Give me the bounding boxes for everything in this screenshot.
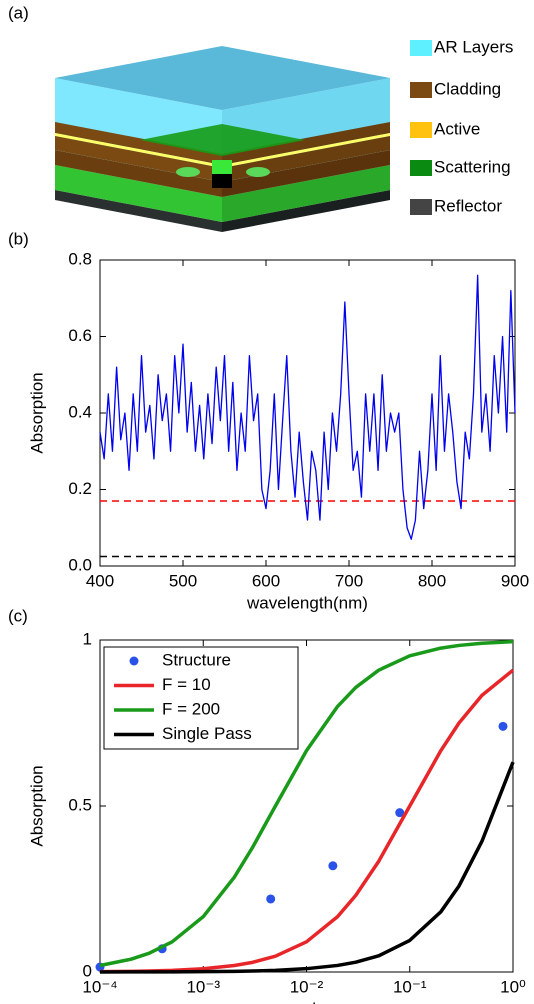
legend-swatch	[410, 40, 432, 56]
legend-swatch	[410, 122, 432, 138]
x-axis-label: wavelength(nm)	[246, 593, 368, 612]
data-point	[266, 894, 276, 904]
x-tick-label: 700	[335, 571, 363, 590]
legend-label: F = 10	[162, 675, 211, 694]
y-tick-label: 1	[83, 629, 92, 648]
legend-label: Scattering	[434, 157, 511, 176]
y-tick-label: 0.2	[68, 479, 92, 498]
x-tick-label: 10⁻³	[186, 977, 220, 996]
data-point	[498, 721, 508, 731]
legend-swatch	[410, 160, 432, 176]
diagram-legend: AR Layers Cladding Active Scattering Reflect…	[410, 37, 513, 215]
data-point	[328, 861, 338, 871]
legend-label: Cladding	[434, 79, 501, 98]
y-tick-label: 0.4	[68, 402, 92, 421]
y-tick-label: 0.5	[68, 795, 92, 814]
legend-marker	[129, 656, 139, 666]
legend-label: AR Layers	[434, 37, 513, 56]
legend-swatch	[410, 82, 432, 98]
y-axis-label: Absorption	[27, 372, 46, 453]
y-tick-label: 0.8	[68, 249, 92, 268]
y-tick-label: 0.6	[68, 326, 92, 345]
legend-label: Reflector	[434, 196, 502, 215]
x-tick-label: 600	[252, 571, 280, 590]
x-tick-label: 500	[169, 571, 197, 590]
device-diagram	[55, 46, 390, 232]
legend-label: Structure	[162, 650, 231, 669]
data-line	[99, 274, 516, 540]
panel-label: (c)	[8, 606, 28, 625]
x-tick-label: 10⁻²	[290, 977, 324, 996]
y-axis-label: Absorption	[27, 765, 46, 846]
panel-label: (a)	[8, 3, 29, 22]
x-tick-label: 10⁰	[500, 977, 526, 996]
x-tick-label: 800	[418, 571, 446, 590]
x-tick-label: 10⁻⁴	[82, 977, 117, 996]
x-tick-label: 10⁻¹	[393, 977, 427, 996]
legend-swatch	[410, 199, 432, 215]
panel-label: (b)	[8, 229, 29, 248]
data-line	[99, 639, 514, 968]
legend-label: F = 200	[162, 699, 220, 718]
x-axis-label: αd	[297, 999, 316, 1004]
legend-label: Active	[434, 119, 480, 138]
x-tick-label: 900	[501, 571, 529, 590]
y-tick-label: 0	[83, 961, 92, 980]
data-point	[395, 808, 405, 818]
legend-label: Single Pass	[162, 724, 252, 743]
data-line	[99, 761, 515, 974]
y-tick-label: 0.0	[68, 555, 92, 574]
x-tick-label: 400	[86, 571, 114, 590]
